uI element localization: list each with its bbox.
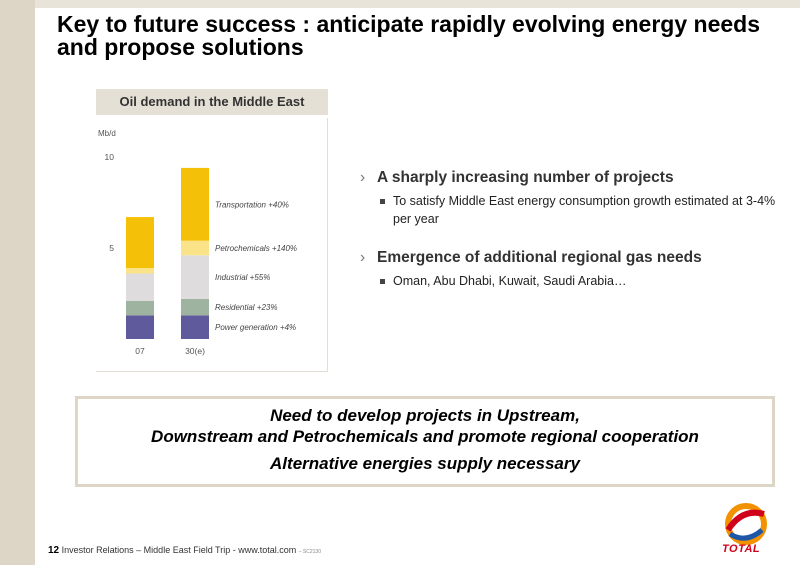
series-label-1: Residential +23% (215, 303, 277, 312)
y-tick-label-5: 5 (109, 243, 114, 253)
bar-segment-07-0 (126, 315, 154, 339)
key-message-callout: Need to develop projects in Upstream, Do… (75, 396, 775, 487)
total-logo-icon (725, 503, 767, 545)
x-tick-label-30e: 30(e) (185, 346, 205, 356)
bullet-list: › A sharply increasing number of project… (360, 168, 780, 290)
bar-segment-30(e)-0 (181, 315, 209, 339)
sub-bullet-countries-text: Oman, Abu Dhabi, Kuwait, Saudi Arabia… (393, 274, 627, 288)
sub-bullet-consumption: To satisfy Middle East energy consumptio… (360, 192, 780, 228)
bar-segment-07-2 (126, 273, 154, 301)
sub-bullet-countries: Oman, Abu Dhabi, Kuwait, Saudi Arabia… (360, 272, 780, 290)
y-tick-label-10: 10 (105, 152, 115, 162)
callout-line-1: Need to develop projects in Upstream, (270, 406, 580, 425)
bullet-projects: › A sharply increasing number of project… (360, 168, 780, 188)
square-bullet-icon (380, 199, 385, 204)
x-tick-label-07: 07 (135, 346, 145, 356)
bar-group (126, 167, 209, 339)
bullet-gas-needs: › Emergence of additional regional gas n… (360, 248, 780, 268)
top-decor-band (35, 0, 800, 8)
page-number: 12 (48, 545, 60, 556)
series-label-3: Petrochemicals +140% (215, 244, 297, 253)
bar-segment-30(e)-1 (181, 298, 209, 316)
bullet-gas-needs-title: Emergence of additional regional gas nee… (377, 249, 702, 266)
chart-title: Oil demand in the Middle East (96, 89, 328, 115)
chart-frame-bottom (96, 371, 328, 372)
footer: 12 Investor Relations – Middle East Fiel… (48, 545, 321, 556)
bar-segment-07-4 (126, 217, 154, 269)
series-label-2: Industrial +55% (215, 273, 270, 282)
y-axis-label: Mb/d (98, 129, 116, 138)
page-title: Key to future success : anticipate rapid… (57, 11, 761, 60)
bar-segment-30(e)-3 (181, 240, 209, 256)
oil-demand-chart: Mb/d 10 5 Power generation +4% Residentia… (98, 129, 297, 356)
chevron-right-icon: › (360, 169, 366, 186)
callout-line-3: Alternative energies supply necessary (270, 454, 580, 473)
series-label-0: Power generation +4% (215, 323, 296, 332)
series-label-4: Transportation +40% (215, 200, 289, 209)
footer-text: Investor Relations – Middle East Field T… (61, 545, 297, 555)
bar-segment-07-3 (126, 268, 154, 274)
footer-ref: – SC2130 (298, 549, 321, 555)
sub-bullet-consumption-text: To satisfy Middle East energy consumptio… (393, 194, 776, 226)
bar-segment-30(e)-4 (181, 167, 209, 241)
callout-line-2: Downstream and Petrochemicals and promot… (151, 427, 699, 446)
logo-wordmark: TOTAL (722, 543, 761, 555)
left-decor-band (0, 0, 35, 565)
chart-frame-right (327, 118, 328, 372)
series-label-group: Power generation +4% Residential +23% Indu… (215, 200, 297, 332)
bar-segment-07-1 (126, 300, 154, 316)
chevron-right-icon: › (360, 249, 366, 266)
bullet-projects-title: A sharply increasing number of projects (377, 169, 674, 186)
square-bullet-icon (380, 279, 385, 284)
bar-segment-30(e)-2 (181, 255, 209, 299)
